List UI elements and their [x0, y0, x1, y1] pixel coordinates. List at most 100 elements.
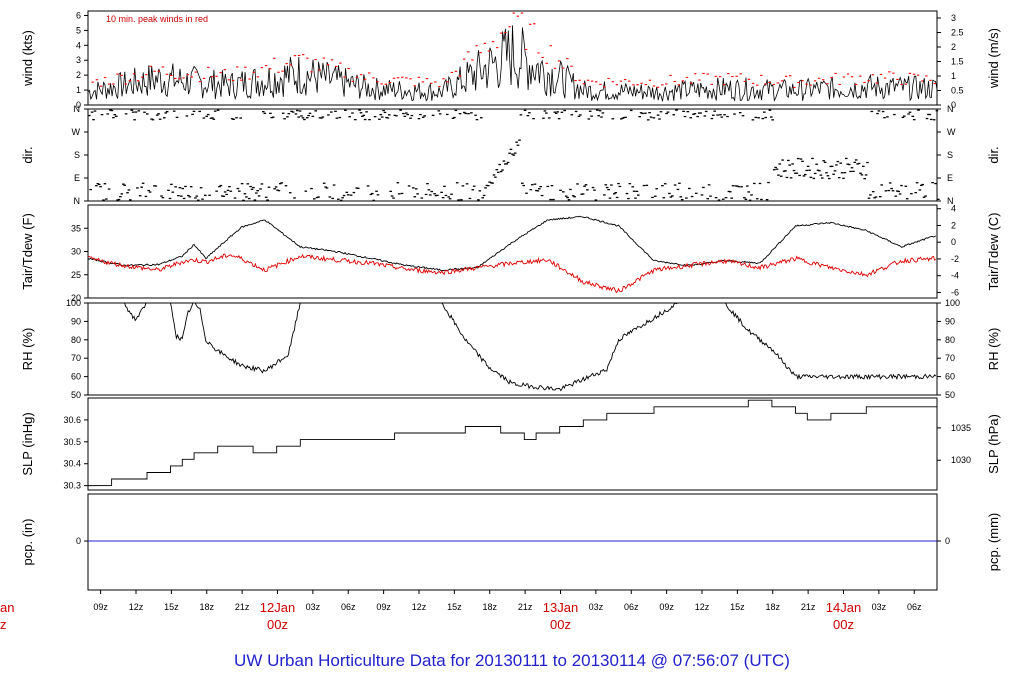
direction-point	[327, 114, 330, 116]
direction-point	[912, 119, 916, 121]
direction-point	[147, 189, 150, 192]
direction-point	[788, 164, 791, 166]
direction-point	[508, 152, 511, 154]
y-tick-label-right: 0	[951, 100, 956, 110]
direction-point	[792, 169, 796, 172]
direction-point	[850, 167, 854, 169]
direction-point	[215, 190, 218, 192]
direction-point	[570, 114, 574, 116]
direction-point	[471, 189, 475, 191]
direction-point	[446, 113, 449, 116]
direction-point	[247, 197, 251, 200]
direction-point	[256, 190, 259, 192]
direction-point	[648, 112, 651, 114]
peak-wind-point	[731, 76, 734, 78]
y-tick-label-right: N	[947, 196, 954, 206]
peak-wind-point	[677, 84, 680, 86]
direction-point	[138, 195, 142, 197]
peak-wind-point	[652, 85, 656, 87]
peak-wind-point	[103, 77, 107, 79]
day-hour-label-cut: z	[0, 617, 7, 632]
direction-point	[170, 183, 173, 185]
peak-wind-point	[855, 83, 858, 85]
direction-point	[871, 191, 875, 193]
peak-wind-point	[504, 32, 507, 34]
peak-wind-point	[698, 79, 701, 81]
direction-point	[774, 166, 777, 169]
direction-point	[665, 112, 668, 115]
direction-point	[262, 111, 265, 113]
peak-wind-point	[203, 77, 206, 79]
peak-wind-point	[805, 83, 808, 85]
direction-point	[764, 116, 767, 119]
direction-point	[361, 115, 364, 117]
peak-wind-point	[145, 74, 148, 76]
direction-point	[430, 190, 433, 193]
direction-point	[615, 196, 619, 199]
direction-point	[886, 116, 889, 118]
peak-wind-point	[450, 71, 453, 73]
peak-wind-point	[157, 70, 160, 72]
direction-point	[560, 111, 564, 113]
panel-2: Tair/Tdew (F) Tair/Tdew (C)20253035-6-4-2…	[20, 204, 1001, 303]
direction-point	[528, 112, 531, 114]
direction-point	[211, 117, 214, 119]
direction-point	[276, 189, 279, 191]
direction-point	[489, 182, 493, 184]
direction-point	[325, 187, 329, 189]
peak-wind-point	[793, 86, 796, 88]
peak-wind-point	[690, 82, 693, 84]
peak-wind-point	[454, 70, 458, 72]
direction-point	[737, 186, 741, 188]
direction-point	[300, 115, 303, 117]
peak-wind-point	[273, 57, 276, 59]
direction-point	[392, 197, 395, 199]
direction-point	[901, 116, 905, 118]
direction-point	[100, 114, 104, 116]
direction-point	[801, 160, 804, 162]
peak-wind-point	[487, 50, 491, 52]
direction-point	[331, 197, 334, 200]
day-hour-label: 00z	[267, 617, 288, 632]
y-tick-label-left: S	[74, 150, 80, 160]
peak-wind-point	[917, 74, 920, 76]
peak-wind-point	[165, 73, 169, 75]
direction-point	[770, 116, 773, 118]
direction-point	[198, 110, 201, 113]
peak-wind-point	[908, 72, 912, 74]
direction-point	[283, 118, 286, 120]
y-tick-label-left: 60	[71, 372, 81, 382]
direction-point	[225, 193, 228, 196]
direction-point	[768, 109, 772, 111]
direction-point	[304, 190, 308, 192]
direction-point	[591, 186, 595, 189]
direction-point	[663, 183, 667, 185]
direction-point	[341, 197, 344, 199]
direction-point	[847, 163, 851, 166]
direction-point	[628, 183, 632, 185]
direction-point	[409, 117, 412, 119]
direction-point	[632, 190, 636, 192]
direction-point	[854, 159, 858, 161]
x-tick-label: 15z	[164, 602, 179, 612]
peak-wind-point	[388, 81, 392, 83]
peak-wind-point	[723, 84, 726, 86]
direction-point	[348, 116, 351, 118]
footer-title: UW Urban Horticulture Data for 20130111 …	[234, 651, 790, 670]
direction-point	[734, 185, 738, 187]
peak-wind-point	[702, 72, 705, 74]
direction-point	[911, 115, 915, 117]
peak-wind-point	[743, 80, 746, 82]
direction-point	[597, 115, 600, 117]
direction-point	[223, 191, 227, 193]
direction-point	[830, 165, 834, 167]
peak-wind-point	[830, 77, 833, 79]
direction-point	[369, 193, 373, 196]
direction-point	[719, 114, 722, 116]
peak-wind-point	[780, 80, 784, 82]
direction-point	[110, 109, 114, 112]
x-tick-label: 18z	[482, 602, 497, 612]
direction-point	[298, 110, 302, 112]
y-tick-label-right: -4	[951, 271, 959, 281]
peak-wind-point	[475, 45, 478, 47]
